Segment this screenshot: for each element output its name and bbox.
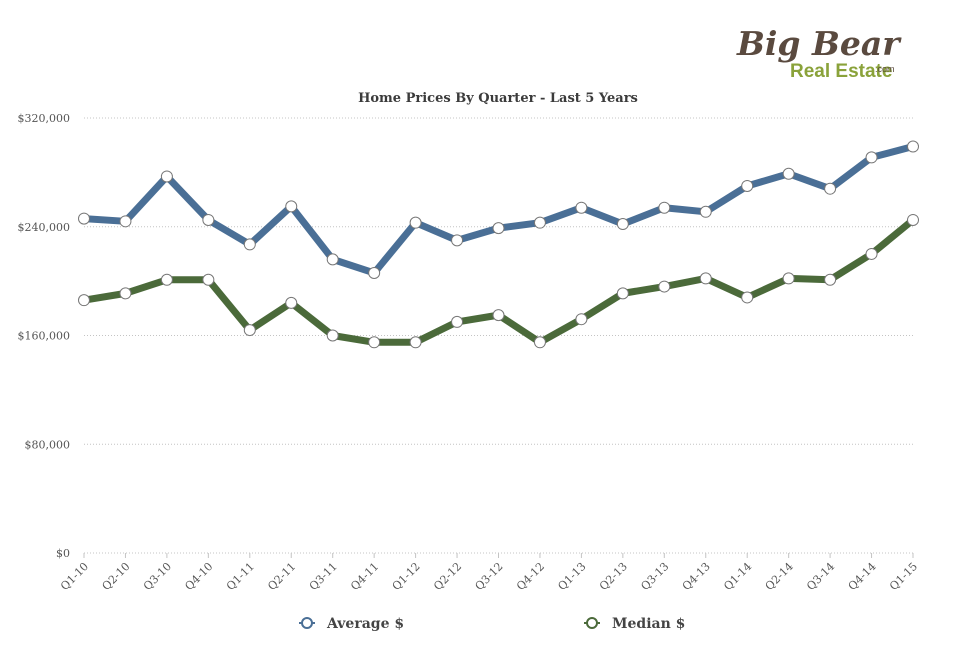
x-tick-label: Q3-10 xyxy=(141,560,174,593)
x-tick-label: Q4-14 xyxy=(846,560,879,593)
x-tick-label: Q2-14 xyxy=(763,560,796,593)
data-point xyxy=(78,212,90,225)
x-tick-label: Q1-10 xyxy=(58,560,91,593)
y-tick-label: $320,000 xyxy=(18,112,71,125)
data-point xyxy=(451,234,464,247)
data-point xyxy=(492,309,505,322)
data-point xyxy=(409,216,422,229)
data-point xyxy=(202,213,215,226)
data-point xyxy=(907,213,919,226)
data-point xyxy=(865,151,878,164)
grid-layer xyxy=(84,117,913,554)
data-point xyxy=(492,222,505,235)
series-layer xyxy=(78,140,919,349)
x-tick-label: Q1-14 xyxy=(721,560,754,593)
data-point xyxy=(368,336,381,349)
x-tick-label: Q2-11 xyxy=(265,560,298,593)
logo-line1: Big Bear xyxy=(736,24,902,63)
data-point xyxy=(243,238,256,251)
x-tick-label: Q2-12 xyxy=(431,560,464,593)
data-point xyxy=(907,140,919,153)
data-point xyxy=(368,266,381,279)
legend-marker-icon xyxy=(586,617,598,629)
data-point xyxy=(699,205,712,218)
data-point xyxy=(699,272,712,285)
data-point xyxy=(160,273,173,286)
data-point xyxy=(119,287,132,300)
x-tick-label: Q1-15 xyxy=(887,560,920,593)
data-point xyxy=(202,273,215,286)
data-point xyxy=(782,272,795,285)
legend-item-average[interactable]: Average $ xyxy=(299,616,404,632)
data-point xyxy=(658,280,671,293)
data-point xyxy=(616,287,629,300)
x-tick-label: Q1-11 xyxy=(224,560,257,593)
y-axis: $0 $80,000 $160,000 $240,000 $320,000 xyxy=(18,112,71,560)
data-point xyxy=(533,216,546,229)
data-point xyxy=(451,315,464,328)
x-tick-label: Q2-10 xyxy=(100,560,133,593)
y-tick-label: $160,000 xyxy=(18,330,71,343)
x-tick-label: Q3-13 xyxy=(638,560,671,593)
data-point xyxy=(616,218,629,231)
x-tick-label: Q3-12 xyxy=(473,560,506,593)
legend[interactable]: Average $ Median $ xyxy=(299,616,685,632)
data-point xyxy=(285,200,298,213)
data-point xyxy=(741,179,754,192)
data-point xyxy=(865,247,878,260)
data-point xyxy=(658,201,671,214)
x-tick-label: Q4-11 xyxy=(348,560,381,593)
data-point xyxy=(243,324,256,337)
data-point xyxy=(326,253,339,266)
y-tick-label: $240,000 xyxy=(18,221,71,234)
x-tick-label: Q1-12 xyxy=(390,560,423,593)
x-axis: Q1-10 Q2-10 Q3-10 Q4-10 Q1-11 Q2-11 Q3-11 Q4-11… xyxy=(58,553,920,593)
data-point xyxy=(575,313,588,326)
x-tick-label: Q4-12 xyxy=(514,560,547,593)
x-tick-label: Q3-11 xyxy=(307,560,340,593)
data-point xyxy=(409,336,422,349)
y-tick-label: $80,000 xyxy=(25,438,71,451)
data-point xyxy=(160,170,173,183)
legend-label: Median $ xyxy=(612,616,685,632)
chart-title: Home Prices By Quarter - Last 5 Years xyxy=(358,91,638,106)
legend-label: Average $ xyxy=(326,616,404,632)
data-point xyxy=(533,336,546,349)
y-tick-label: $0 xyxy=(56,547,70,560)
data-point xyxy=(741,291,754,304)
data-point xyxy=(824,182,837,195)
data-point xyxy=(285,296,298,309)
data-point xyxy=(824,273,837,286)
data-point xyxy=(575,201,588,214)
brand-logo: Big Bear Real Estate .com xyxy=(736,24,902,82)
legend-item-median[interactable]: Median $ xyxy=(584,616,685,632)
logo-suffix: .com xyxy=(875,64,895,74)
x-tick-label: Q4-10 xyxy=(182,560,215,593)
x-tick-label: Q3-14 xyxy=(804,560,837,593)
x-tick-label: Q1-13 xyxy=(555,560,588,593)
x-tick-label: Q2-13 xyxy=(597,560,630,593)
data-point xyxy=(119,215,132,228)
logo-line2: Real Estate xyxy=(790,61,892,82)
series-line-average xyxy=(80,143,917,277)
data-point xyxy=(78,294,90,307)
x-tick-label: Q4-13 xyxy=(680,560,713,593)
legend-marker-icon xyxy=(301,617,313,629)
data-point xyxy=(782,167,795,180)
data-point xyxy=(326,329,339,342)
